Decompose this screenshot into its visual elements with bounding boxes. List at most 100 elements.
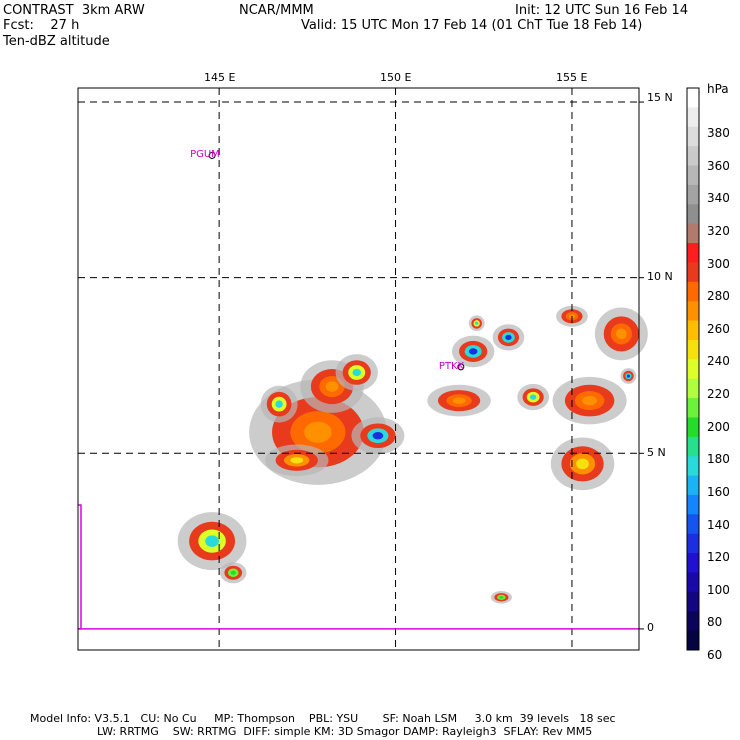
colorbar-segment (687, 436, 699, 457)
colorbar-label: 340 (707, 191, 730, 206)
init-time: Init: 12 UTC Sun 16 Feb 14 (515, 3, 689, 18)
radar-cell (335, 354, 378, 391)
colorbar-segment (687, 611, 699, 632)
lat-label-5n: 5 N (647, 446, 666, 459)
stations-layer (208, 151, 465, 371)
radar-cell-contour (275, 400, 283, 408)
radar-cell (427, 384, 491, 417)
colorbar-segment (687, 88, 699, 108)
colorbar-label: 200 (707, 419, 730, 434)
lon-label-150: 150 E (380, 71, 412, 84)
colorbar-segment (687, 494, 699, 515)
colorbar-label: 60 (707, 648, 723, 662)
colorbar-frame (686, 87, 700, 651)
colorbar-label: 100 (707, 582, 730, 597)
lon-label-155: 155 E (556, 71, 588, 84)
model-title: CONTRAST 3km ARW (3, 3, 145, 18)
boundary-line (78, 504, 82, 630)
lon-label-145: 145 E (204, 71, 236, 84)
radar-cell-contour (325, 381, 339, 392)
colorbar-label: 260 (707, 321, 730, 336)
station-marker (208, 151, 216, 159)
radar-cell-contour (372, 432, 384, 440)
colorbar-segment (687, 417, 699, 438)
colorbar-label: 140 (707, 517, 730, 532)
colorbar-segment (687, 320, 699, 341)
colorbar-segment (687, 165, 699, 186)
colorbar-label: 160 (707, 484, 730, 499)
station-marker (457, 363, 465, 371)
radar-cell (265, 444, 329, 477)
map-frame (77, 87, 640, 651)
radar-cell (550, 437, 615, 491)
radar-cell-contour (475, 321, 479, 325)
colorbar-label: 320 (707, 223, 730, 238)
radar-cell-contour (205, 535, 219, 547)
radar-cell-contour (576, 458, 589, 470)
colorbar-segment (687, 398, 699, 418)
model-info-line1: Model Info: V3.5.1 CU: No Cu MP: Thompso… (30, 712, 616, 725)
radar-cell-contour (304, 421, 332, 443)
radar-cell-contour (616, 328, 627, 340)
radar-cell (260, 385, 298, 423)
radar-cell-contour (290, 457, 304, 464)
radar-cell (468, 315, 485, 332)
radar-cell (220, 562, 247, 584)
colorbar-segment (687, 262, 699, 283)
radar-cell-contour (352, 368, 361, 377)
colorbar-label: 120 (707, 550, 730, 565)
colorbar-segment (687, 553, 699, 573)
radar-cell-contour (582, 395, 598, 406)
colorbar-segment (687, 378, 699, 399)
colorbar (686, 87, 700, 651)
radar-cell (490, 590, 512, 604)
radar-cell (492, 324, 525, 351)
colorbar-segment (687, 475, 699, 496)
field-name: Ten-dBZ altitude (3, 34, 110, 49)
radar-cell-contour (626, 374, 631, 378)
colorbar-label: 300 (707, 256, 730, 271)
colorbar-segment (687, 359, 699, 380)
colorbar-label: 280 (707, 289, 730, 304)
colorbar-unit: hPa (707, 82, 729, 96)
radar-cell (517, 383, 550, 411)
colorbar-segment (687, 223, 699, 244)
institution-label: NCAR/MMM (239, 3, 314, 18)
colorbar-label: 80 (707, 615, 723, 630)
lat-lon-grid (78, 88, 644, 650)
colorbar-segment (687, 514, 699, 535)
equator-line (78, 504, 639, 630)
radar-cell (594, 307, 648, 361)
colorbar-segment (687, 301, 699, 322)
colorbar-segment (687, 146, 699, 167)
radar-cell (552, 376, 627, 425)
colorbar-segment (687, 456, 699, 477)
radar-cell-contour (230, 570, 236, 575)
station-label-ptkk: PTKK (438, 360, 465, 372)
colorbar-label: 180 (707, 452, 730, 467)
lat-label-equator: 0 (647, 621, 654, 634)
radar-cell-contour (505, 334, 512, 341)
model-info-line2: LW: RRTMG SW: RRTMG DIFF: simple KM: 3D … (97, 725, 593, 738)
radar-cell (620, 368, 637, 384)
radar-cell-contour (499, 596, 504, 599)
colorbar-segment (687, 184, 699, 205)
lat-label-10n: 10 N (647, 270, 673, 283)
colorbar-segment (687, 630, 699, 651)
radar-cell (351, 417, 405, 455)
station-label-pgum: PGUM (190, 149, 220, 161)
colorbar-label: 360 (707, 158, 730, 173)
valid-time: Valid: 15 UTC Mon 17 Feb 14 (01 ChT Tue … (301, 18, 643, 33)
colorbar-segment (687, 281, 699, 302)
forecast-hour: Fcst: 27 h (3, 18, 80, 33)
colorbar-segment (687, 572, 699, 593)
colorbar-segment (687, 107, 699, 128)
radar-cell-contour (468, 348, 478, 355)
radar-cell-contour (452, 397, 466, 404)
colorbar-segment (687, 126, 699, 147)
colorbar-segment (687, 591, 699, 612)
radar-cell (452, 335, 495, 368)
colorbar-segment (687, 339, 699, 360)
radar-cells-layer (177, 305, 648, 604)
